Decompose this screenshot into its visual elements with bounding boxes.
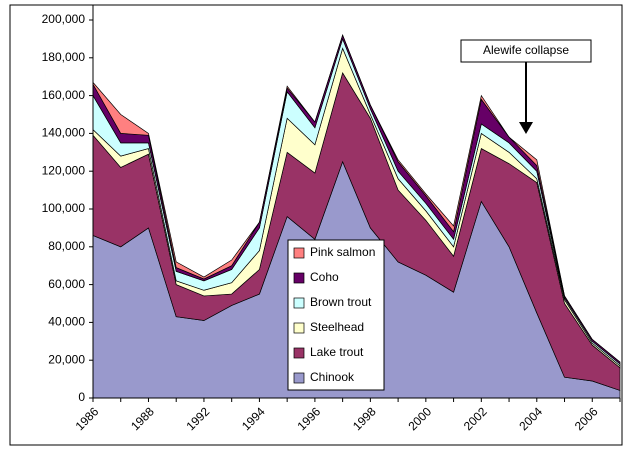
legend-label: Steelhead (310, 320, 364, 334)
y-tick-label: 180,000 (42, 50, 86, 64)
x-tick-label: 1986 (73, 404, 102, 433)
legend-label: Pink salmon (310, 245, 375, 259)
x-tick-label: 1998 (350, 404, 379, 433)
y-tick-label: 100,000 (42, 201, 86, 215)
legend-swatch (293, 272, 305, 284)
legend-swatch (293, 297, 305, 309)
legend-box (287, 239, 385, 391)
legend-label: Brown trout (310, 295, 372, 309)
x-tick-label: 1996 (294, 404, 323, 433)
annotation-arrowhead (519, 122, 533, 134)
y-tick-label: 120,000 (42, 163, 86, 177)
x-tick-label: 2004 (516, 404, 545, 433)
area (92, 34, 621, 363)
x-tick-label: 2002 (461, 404, 490, 433)
y-tick-label: 200,000 (42, 12, 86, 26)
legend-label: Chinook (310, 370, 355, 384)
y-tick-label: 140,000 (42, 126, 86, 140)
x-tick-label: 2000 (405, 404, 434, 433)
legend-swatch (293, 347, 305, 359)
y-tick-label: 20,000 (48, 352, 85, 366)
legend-label: Coho (310, 270, 339, 284)
x-tick-label: 1994 (239, 404, 268, 433)
y-tick-label: 0 (78, 390, 85, 404)
legend-label: Lake trout (310, 345, 364, 359)
y-tick-label: 60,000 (48, 277, 85, 291)
y-tick-label: 40,000 (48, 315, 85, 329)
y-tick-label: 160,000 (42, 88, 86, 102)
legend-swatch (293, 247, 305, 259)
x-tick-label: 1992 (184, 404, 213, 433)
legend-swatch (293, 322, 305, 334)
y-tick-label: 80,000 (48, 239, 85, 253)
legend-swatch (293, 372, 305, 384)
x-tick-label: 1988 (128, 404, 157, 433)
annotation: Alewife collapse (483, 43, 569, 57)
x-tick-label: 2006 (572, 404, 601, 433)
